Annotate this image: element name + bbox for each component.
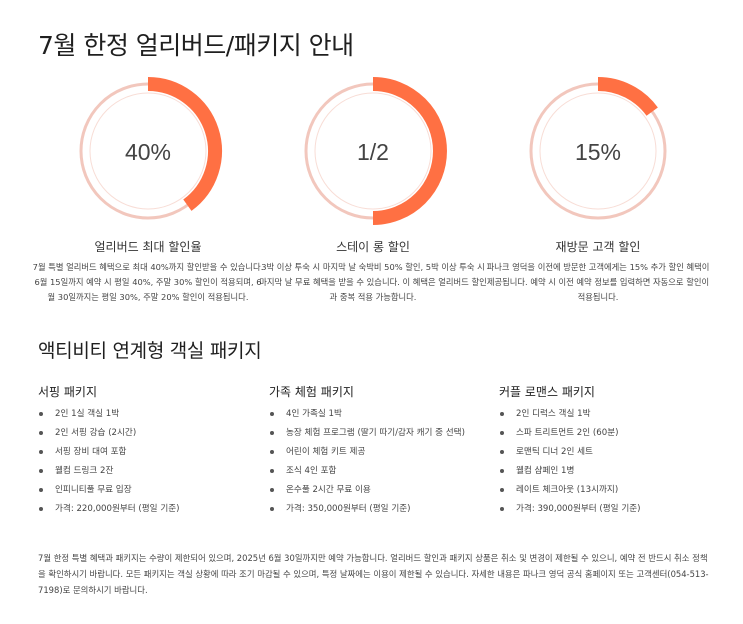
list-item: 로맨틱 디너 2인 세트 xyxy=(499,446,721,459)
list-item: 가격: 390,000원부터 (평일 기준) xyxy=(499,503,721,516)
stat-description: 7월 특별 얼리버드 혜택으로 최대 40%까지 할인받을 수 있습니다. 6월… xyxy=(32,262,264,302)
bullet-icon xyxy=(39,469,43,473)
gauge-inner-ring xyxy=(539,92,657,210)
list-item: 인피니티풀 무료 입장 xyxy=(38,484,260,497)
list-item: 서핑 장비 대여 포함 xyxy=(38,446,260,459)
list-item: 4인 가족실 1박 xyxy=(269,408,491,421)
bullet-icon xyxy=(270,431,274,435)
bullet-icon xyxy=(270,450,274,454)
page-title: 7월 한정 얼리버드/패키지 안내 xyxy=(38,31,354,60)
list-item-text: 레이트 체크아웃 (13시까지) xyxy=(516,485,619,495)
gauge-progress-arc xyxy=(147,77,222,211)
footer-notice: 7월 한정 특별 혜택과 패키지는 수량이 제한되어 있으며, 2025년 6월… xyxy=(38,553,709,595)
list-item: 가격: 220,000원부터 (평일 기준) xyxy=(38,503,260,516)
list-item-text: 가격: 350,000원부터 (평일 기준) xyxy=(286,504,411,514)
stat-card-long-stay: 1/2 스테이 롱 할인 3박 이상 투숙 시 마지막 날 숙박비 50% 할인… xyxy=(255,76,491,305)
list-item-text: 조식 4인 포함 xyxy=(286,466,337,476)
list-item: 온수풀 2시간 무료 이용 xyxy=(269,484,491,497)
package-items: 2인 1실 객실 1박 2인 서핑 강습 (2시간) 서핑 장비 대여 포함 웰… xyxy=(38,408,260,516)
packages-section-title: 액티비티 연계형 객실 패키지 xyxy=(38,340,262,362)
bullet-icon xyxy=(500,469,504,473)
gauge-value: 40% xyxy=(125,139,171,165)
package-items: 4인 가족실 1박 농장 체험 프로그램 (딸기 따기/감자 캐기 중 선택) … xyxy=(269,408,491,516)
gauge-progress-arc xyxy=(372,77,447,225)
list-item: 스파 트리트먼트 2인 (60분) xyxy=(499,427,721,440)
list-item-text: 2인 1실 객실 1박 xyxy=(55,409,120,419)
list-item-text: 인피니티풀 무료 입장 xyxy=(55,485,132,495)
list-item-text: 가격: 390,000원부터 (평일 기준) xyxy=(516,504,641,514)
bullet-icon xyxy=(500,412,504,416)
list-item-text: 2인 디럭스 객실 1박 xyxy=(516,409,591,419)
returning-gauge: 15% xyxy=(529,77,667,220)
bullet-icon xyxy=(500,450,504,454)
stat-card-returning: 15% 재방문 고객 할인 파나크 영덕을 이전에 방문한 고객에게는 15% … xyxy=(480,76,716,305)
list-item: 어린이 체험 키트 제공 xyxy=(269,446,491,459)
list-item-text: 가격: 220,000원부터 (평일 기준) xyxy=(55,504,180,514)
package-title: 서핑 패키지 xyxy=(38,385,98,399)
earlybird-gauge: 40% xyxy=(79,77,222,220)
bullet-icon xyxy=(270,412,274,416)
list-item-text: 웰컴 샴페인 1병 xyxy=(516,466,575,476)
list-item: 2인 디럭스 객실 1박 xyxy=(499,408,721,421)
list-item: 레이트 체크아웃 (13시까지) xyxy=(499,484,721,497)
stat-description: 3박 이상 투숙 시 마지막 날 숙박비 50% 할인, 5박 이상 투숙 시 … xyxy=(259,262,487,302)
list-item-text: 온수풀 2시간 무료 이용 xyxy=(286,485,371,495)
stat-card-earlybird: 40% 얼리버드 최대 할인율 7월 특별 얼리버드 혜택으로 최대 40%까지… xyxy=(30,76,266,305)
bullet-icon xyxy=(39,507,43,511)
stat-title: 얼리버드 최대 할인율 xyxy=(94,240,202,254)
discount-stats: 40% 얼리버드 최대 할인율 7월 특별 얼리버드 혜택으로 최대 40%까지… xyxy=(30,76,720,316)
list-item-text: 웰컴 드링크 2잔 xyxy=(55,466,114,476)
list-item: 농장 체험 프로그램 (딸기 따기/감자 캐기 중 선택) xyxy=(269,427,491,440)
package-family: 가족 체험 패키지 4인 가족실 1박 농장 체험 프로그램 (딸기 따기/감자… xyxy=(269,383,491,522)
bullet-icon xyxy=(39,450,43,454)
bullet-icon xyxy=(39,488,43,492)
list-item-text: 서핑 장비 대여 포함 xyxy=(55,447,127,457)
list-item-text: 4인 가족실 1박 xyxy=(286,409,342,419)
gauge-value: 1/2 xyxy=(357,139,389,165)
bullet-icon xyxy=(270,488,274,492)
list-item: 2인 1실 객실 1박 xyxy=(38,408,260,421)
bullet-icon xyxy=(500,431,504,435)
gauge-progress-arc xyxy=(597,77,658,116)
bullet-icon xyxy=(39,431,43,435)
package-title: 가족 체험 패키지 xyxy=(269,385,354,399)
list-item: 2인 서핑 강습 (2시간) xyxy=(38,427,260,440)
package-surfing: 서핑 패키지 2인 1실 객실 1박 2인 서핑 강습 (2시간) 서핑 장비 … xyxy=(38,383,260,522)
bullet-icon xyxy=(500,507,504,511)
bullet-icon xyxy=(500,488,504,492)
bullet-icon xyxy=(270,507,274,511)
list-item: 가격: 350,000원부터 (평일 기준) xyxy=(269,503,491,516)
stat-description: 파나크 영덕을 이전에 방문한 고객에게는 15% 추가 할인 혜택이 제공됩니… xyxy=(486,262,710,302)
package-items: 2인 디럭스 객실 1박 스파 트리트먼트 2인 (60분) 로맨틱 디너 2인… xyxy=(499,408,721,516)
package-couple: 커플 로맨스 패키지 2인 디럭스 객실 1박 스파 트리트먼트 2인 (60분… xyxy=(499,383,721,522)
list-item: 웰컴 드링크 2잔 xyxy=(38,465,260,478)
bullet-icon xyxy=(270,469,274,473)
list-item-text: 스파 트리트먼트 2인 (60분) xyxy=(516,428,619,438)
list-item-text: 2인 서핑 강습 (2시간) xyxy=(55,428,137,438)
gauge-inner-ring xyxy=(314,92,432,210)
list-item: 조식 4인 포함 xyxy=(269,465,491,478)
list-item: 웰컴 샴페인 1병 xyxy=(499,465,721,478)
gauge-inner-ring xyxy=(89,92,207,210)
long-stay-gauge: 1/2 xyxy=(304,77,447,225)
list-item-text: 농장 체험 프로그램 (딸기 따기/감자 캐기 중 선택) xyxy=(286,428,465,438)
list-item-text: 어린이 체험 키트 제공 xyxy=(286,447,366,457)
stat-title: 스테이 롱 할인 xyxy=(336,240,410,254)
gauge-value: 15% xyxy=(575,139,621,165)
stat-title: 재방문 고객 할인 xyxy=(555,240,641,254)
package-title: 커플 로맨스 패키지 xyxy=(499,385,595,399)
list-item-text: 로맨틱 디너 2인 세트 xyxy=(516,447,593,457)
bullet-icon xyxy=(39,412,43,416)
